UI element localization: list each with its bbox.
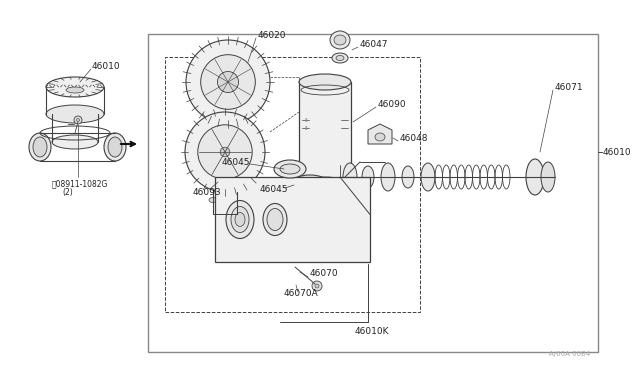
Ellipse shape: [267, 208, 283, 231]
Ellipse shape: [541, 162, 555, 192]
Ellipse shape: [233, 198, 241, 202]
Ellipse shape: [231, 206, 249, 232]
Ellipse shape: [299, 74, 351, 90]
Ellipse shape: [362, 166, 374, 188]
Ellipse shape: [280, 164, 300, 174]
Ellipse shape: [46, 105, 104, 123]
Text: A/60A 00B4: A/60A 00B4: [548, 351, 590, 357]
Ellipse shape: [402, 166, 414, 188]
Bar: [215, 177, 370, 262]
Ellipse shape: [209, 198, 217, 202]
Ellipse shape: [108, 137, 122, 157]
Ellipse shape: [46, 77, 104, 97]
Circle shape: [218, 71, 239, 93]
Text: (2): (2): [62, 187, 73, 196]
Ellipse shape: [66, 87, 84, 93]
Ellipse shape: [334, 35, 346, 45]
Circle shape: [186, 40, 270, 124]
Bar: [165, 57, 420, 312]
Circle shape: [185, 112, 265, 192]
Ellipse shape: [235, 212, 245, 227]
Ellipse shape: [298, 179, 322, 189]
Text: 46045: 46045: [222, 157, 250, 167]
Ellipse shape: [336, 55, 344, 61]
Ellipse shape: [421, 163, 435, 191]
Text: 46070: 46070: [310, 269, 339, 279]
Ellipse shape: [52, 135, 98, 149]
Ellipse shape: [381, 163, 395, 191]
Text: II: II: [304, 118, 308, 122]
Circle shape: [201, 55, 255, 109]
Text: 46010K: 46010K: [355, 327, 390, 337]
Ellipse shape: [304, 177, 346, 187]
Ellipse shape: [33, 137, 47, 157]
Ellipse shape: [274, 160, 306, 178]
Text: 46090: 46090: [378, 99, 406, 109]
Text: 46020: 46020: [258, 31, 287, 39]
Circle shape: [198, 125, 252, 179]
Polygon shape: [368, 124, 392, 144]
Ellipse shape: [375, 133, 385, 141]
Ellipse shape: [263, 203, 287, 235]
Ellipse shape: [343, 163, 357, 191]
Bar: [148, 34, 598, 352]
Text: 46048: 46048: [400, 134, 429, 142]
Bar: [299, 82, 351, 182]
Text: 46047: 46047: [360, 39, 388, 48]
Text: 46045: 46045: [260, 185, 289, 193]
Circle shape: [312, 281, 322, 291]
Circle shape: [220, 147, 230, 157]
Ellipse shape: [526, 159, 544, 195]
Ellipse shape: [332, 53, 348, 63]
Text: 46010: 46010: [603, 148, 632, 157]
Ellipse shape: [303, 180, 317, 187]
Ellipse shape: [330, 31, 350, 49]
Circle shape: [315, 284, 319, 288]
Ellipse shape: [226, 201, 254, 238]
Text: 46071: 46071: [555, 83, 584, 92]
Text: II: II: [304, 125, 308, 131]
Ellipse shape: [291, 175, 329, 193]
Ellipse shape: [104, 133, 126, 161]
Ellipse shape: [29, 133, 51, 161]
Circle shape: [77, 119, 79, 122]
Text: 46010: 46010: [92, 61, 120, 71]
Circle shape: [74, 116, 82, 124]
Text: 46093: 46093: [193, 187, 221, 196]
Text: 46070A: 46070A: [284, 289, 319, 298]
Text: ⓝ08911-1082G: ⓝ08911-1082G: [52, 180, 108, 189]
